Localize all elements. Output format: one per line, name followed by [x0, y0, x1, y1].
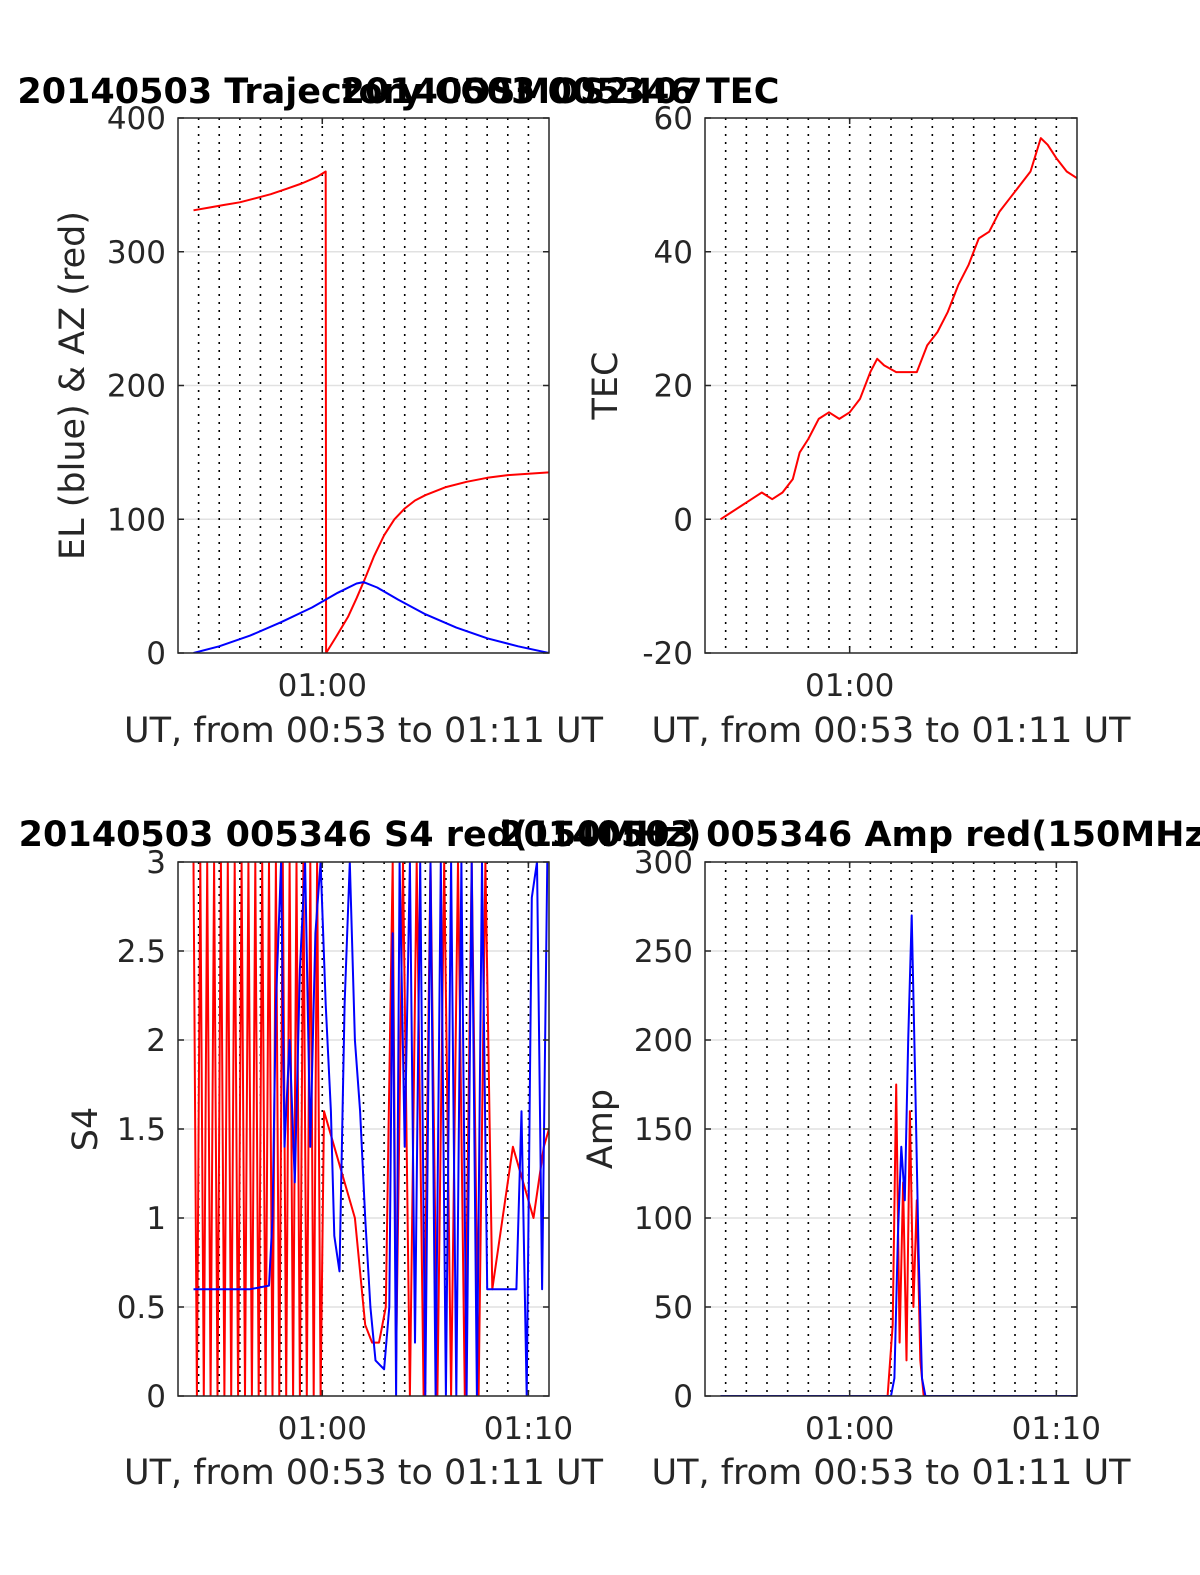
x-tick-label: 01:10: [1012, 1411, 1101, 1447]
y-tick-label: 0: [146, 636, 166, 672]
x-axis-label: UT, from 00:53 to 01:11 UT: [651, 711, 1131, 751]
y-tick-label: 150: [634, 1112, 693, 1148]
y-axis-label: S4: [66, 1107, 106, 1152]
y-tick-label: 300: [634, 845, 693, 881]
x-tick-label: 01:10: [484, 1411, 573, 1447]
y-tick-label: 300: [107, 235, 166, 271]
y-tick-label: 50: [654, 1290, 693, 1326]
chart-title: 20140503 005346 Amp red(150MHz): [499, 815, 1200, 855]
chart-panel-4: 0 50 100 150 200 250 300 01:00 01:10 UT, from 00:…: [499, 815, 1200, 1493]
chart-panel-2: -20 0 20 40 60 01:00 UT, from 00:53 to 01:11 U…: [341, 72, 1132, 751]
x-axis-label: UT, from 00:53 to 01:11 UT: [124, 1453, 604, 1493]
y-tick-label: 1: [146, 1201, 166, 1237]
x-tick-label: 01:00: [805, 1411, 894, 1447]
x-tick-label: 01:00: [278, 1411, 367, 1447]
chart-title: 20140503 005346 TEC: [341, 72, 780, 112]
chart-title: 20140503 005346 S4 red(150MHz): [19, 815, 702, 855]
y-tick-label: 200: [634, 1023, 693, 1059]
series-line-1: [720, 1083, 1077, 1396]
y-tick-label: 20: [654, 369, 693, 405]
y-tick-label: 100: [634, 1201, 693, 1237]
chart-panel-3: 0 0.5 1 1.5 2 2.5 3 01:00 01:10 UT, from 00:53 to…: [19, 815, 702, 1493]
x-tick-label: 01:00: [278, 668, 367, 704]
y-tick-label: 40: [654, 235, 693, 271]
x-axis-label: UT, from 00:53 to 01:11 UT: [651, 1453, 1131, 1493]
y-axis-label: Amp: [581, 1089, 621, 1169]
y-tick-label: 0.5: [117, 1290, 166, 1326]
series-line-2: [720, 914, 1077, 1396]
y-tick-label: 3: [146, 845, 166, 881]
y-tick-label: 400: [107, 101, 166, 137]
y-tick-label: 0: [673, 1379, 693, 1415]
y-tick-label: -20: [642, 636, 693, 672]
y-tick-label: 100: [107, 502, 166, 538]
y-tick-label: 2.5: [117, 934, 166, 970]
series-line-2: [193, 581, 549, 653]
y-tick-label: 0: [146, 1379, 166, 1415]
x-axis-label: UT, from 00:53 to 01:11 UT: [124, 711, 604, 751]
series-line-2: [193, 862, 549, 1396]
chart-title: 20140503 Trajectory COSMOS2407: [17, 72, 702, 112]
series-line-1: [719, 137, 1077, 521]
series-line-1: [193, 170, 549, 653]
y-tick-label: 60: [654, 101, 693, 137]
y-axis-label: TEC: [586, 352, 626, 421]
y-tick-label: 250: [634, 934, 693, 970]
y-tick-label: 1.5: [117, 1112, 166, 1148]
y-tick-label: 0: [673, 502, 693, 538]
y-tick-label: 2: [146, 1023, 166, 1059]
y-tick-label: 200: [107, 369, 166, 405]
series-line-1: [192, 862, 549, 1396]
y-axis-label: EL (blue) & AZ (red): [53, 211, 93, 560]
x-tick-label: 01:00: [805, 668, 894, 704]
